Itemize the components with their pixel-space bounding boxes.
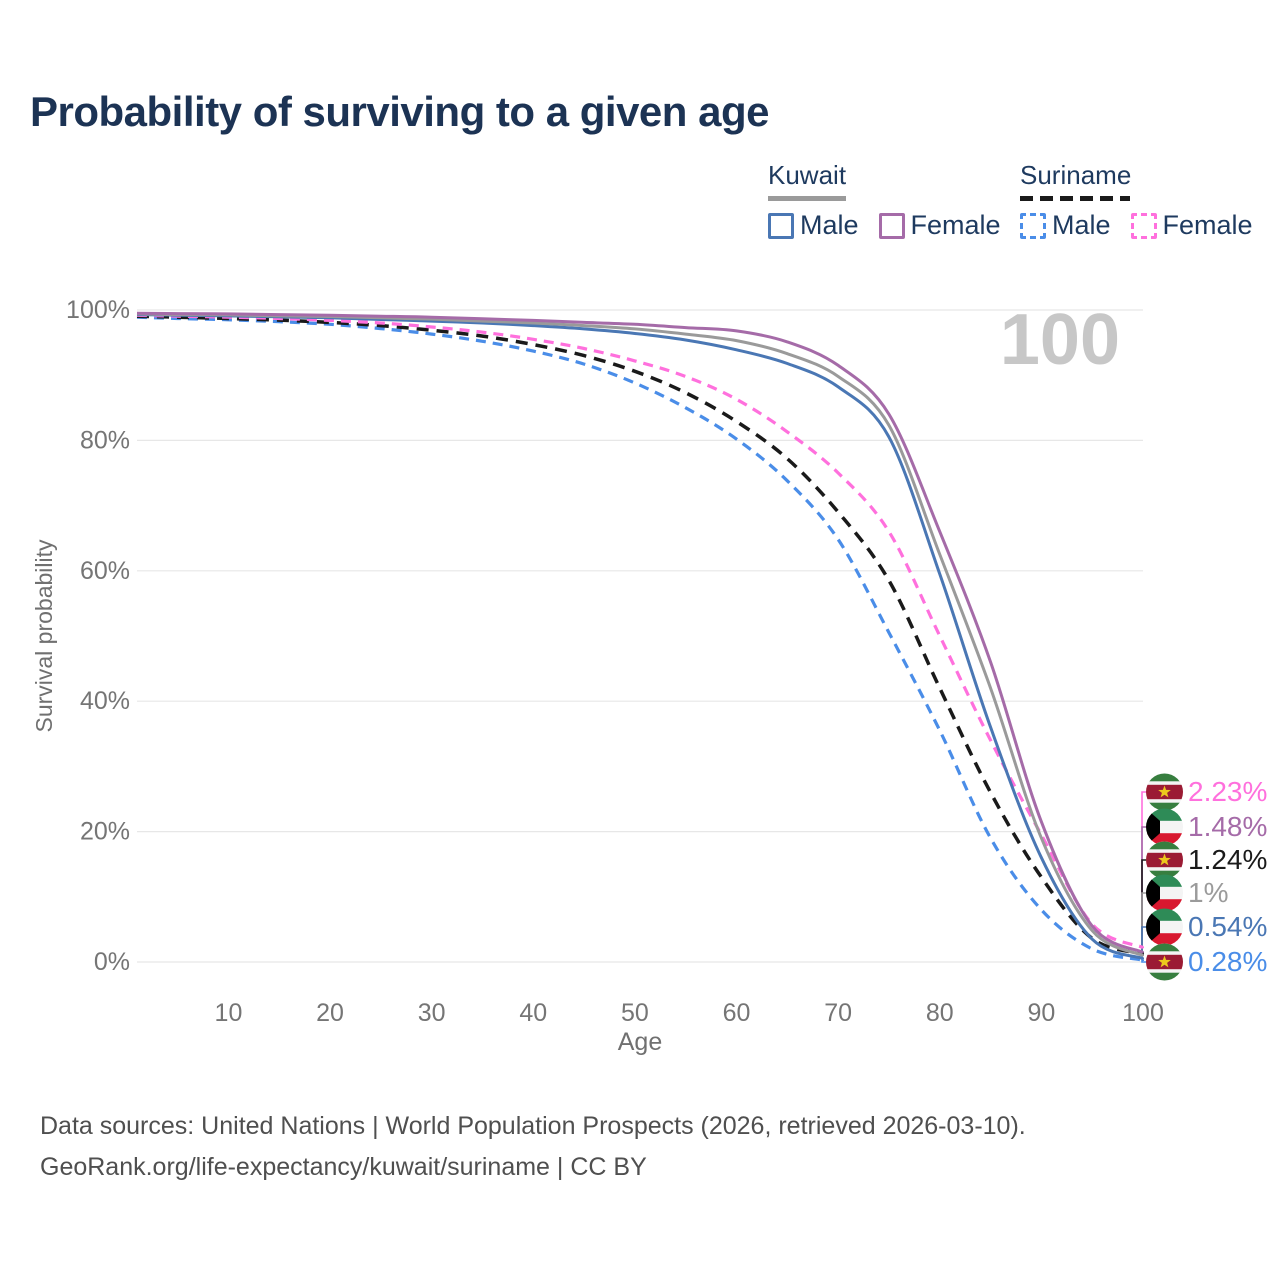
suriname-dashed-underline: [1020, 196, 1130, 201]
y-tick-label: 80%: [80, 426, 130, 454]
axis-labels: 0% 20% 40% 60% 80% 100% 10 20 30 40 50 60 70 80 90 100 A…: [31, 296, 1164, 1056]
end-label-kuwait-male: 0.54%: [1188, 911, 1267, 942]
kuwait-flag-icon: [1146, 909, 1183, 946]
x-tick-label: 90: [1027, 999, 1055, 1027]
x-tick-label: 20: [316, 999, 344, 1027]
suriname-flag-icon: [1146, 944, 1183, 981]
x-tick-label: 30: [418, 999, 446, 1027]
legend-item-suriname-female[interactable]: Female: [1130, 210, 1253, 241]
end-label-kuwait-female: 1.48%: [1188, 811, 1267, 842]
curve-kuwait-male: [136, 313, 1144, 960]
legend-country-suriname: Suriname: [1020, 160, 1132, 190]
end-label-suriname-female: 2.23%: [1188, 776, 1267, 807]
kuwait-male-swatch[interactable]: [768, 212, 794, 239]
legend-label-male: Male: [800, 210, 859, 240]
end-label-kuwait-all: 1%: [1188, 877, 1228, 908]
survival-curves: [136, 311, 1144, 962]
suriname-flag-icon: [1146, 774, 1183, 811]
footer: Data sources: United Nations | World Pop…: [40, 1106, 1026, 1187]
legend-label-female: Female: [1162, 210, 1253, 240]
end-labels: 2.23% 1.48%1.24%1%0.54% 0.28%: [1146, 774, 1267, 981]
suriname-male-swatch[interactable]: [1020, 212, 1046, 239]
page-title: Probability of surviving to a given age: [30, 88, 769, 135]
curve-suriname-all: [136, 314, 1144, 956]
connector-suriname-male: [1141, 959, 1147, 963]
x-axis-title: Age: [618, 1028, 662, 1056]
curve-kuwait-all: [136, 312, 1144, 957]
x-tick-label: 60: [723, 999, 751, 1027]
x-tick-label: 100: [1122, 999, 1164, 1027]
y-tick-label: 100%: [66, 296, 130, 324]
legend-country-kuwait: Kuwait: [768, 160, 847, 201]
legend-group-suriname: Suriname Male Female: [1020, 160, 1253, 241]
age-watermark: 100: [1000, 300, 1120, 380]
curve-suriname-male: [136, 315, 1144, 962]
legend-label-female: Female: [910, 210, 1001, 240]
legend-item-kuwait-male[interactable]: Male: [768, 210, 859, 241]
x-tick-label: 10: [215, 999, 243, 1027]
age-watermark-text: 100: [1000, 300, 1120, 380]
data-sources-line: Data sources: United Nations | World Pop…: [40, 1112, 1026, 1140]
x-tick-label: 80: [926, 999, 954, 1027]
y-tick-label: 0%: [94, 948, 130, 976]
curve-kuwait-female: [136, 311, 1144, 954]
suriname-flag-icon: [1146, 842, 1183, 879]
kuwait-female-swatch[interactable]: [878, 212, 905, 239]
x-tick-label: 40: [519, 999, 547, 1027]
y-tick-label: 60%: [80, 557, 130, 585]
y-axis-title: Survival probability: [31, 539, 57, 733]
x-tick-label: 50: [621, 999, 649, 1027]
legend-item-suriname-male[interactable]: Male: [1020, 210, 1111, 241]
curve-suriname-female: [136, 313, 1144, 950]
x-tick-label: 70: [824, 999, 852, 1027]
suriname-female-swatch[interactable]: [1130, 212, 1157, 239]
end-label-connectors: [1141, 791, 1147, 963]
legend-item-kuwait-female[interactable]: Female: [878, 210, 1001, 241]
kuwait-flag-icon: [1146, 875, 1183, 912]
legend-label-male: Male: [1052, 210, 1111, 240]
y-tick-label: 40%: [80, 687, 130, 715]
end-label-suriname-male: 0.28%: [1188, 946, 1267, 977]
kuwait-flag-icon: [1146, 809, 1183, 846]
attribution-line: GeoRank.org/life-expectancy/kuwait/surin…: [40, 1152, 647, 1181]
legend-group-kuwait: Kuwait Male Female: [768, 160, 1001, 241]
end-label-suriname-all: 1.24%: [1188, 844, 1267, 875]
y-tick-label: 20%: [80, 818, 130, 846]
gridlines: [137, 309, 1143, 963]
